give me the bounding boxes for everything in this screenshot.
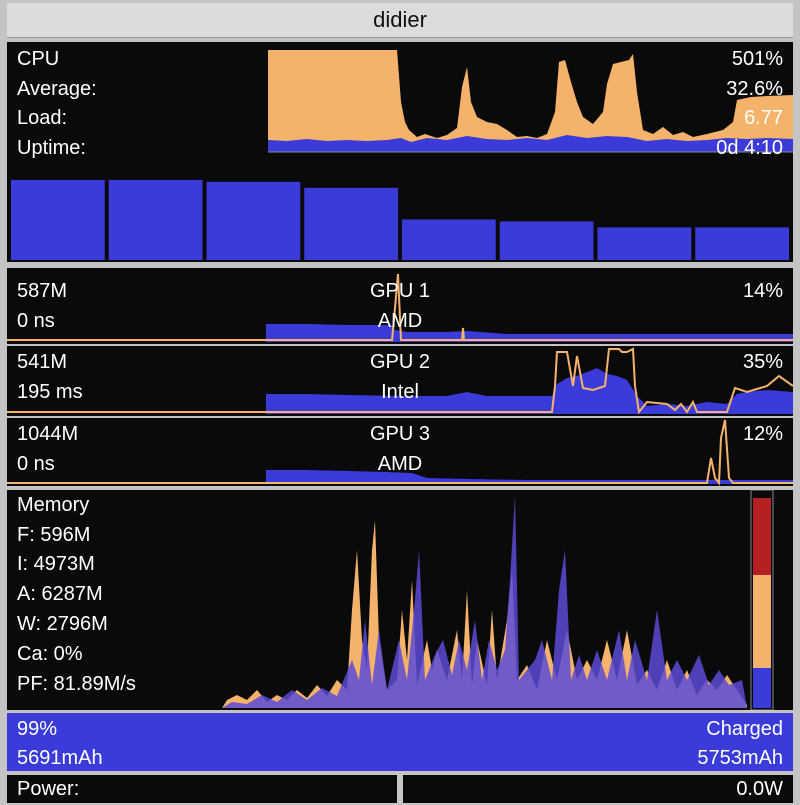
cpu-core-bar-2 [108, 179, 203, 260]
gpu-2-usage-history [266, 368, 793, 414]
cpu-label: CPU [17, 48, 60, 70]
gpu-2-memory: 541M [17, 351, 68, 373]
gpu-1-usage-history [266, 324, 793, 342]
cpu-usage-value: 501% [731, 48, 783, 70]
memory-inactive-bar [753, 668, 771, 708]
gpu-3-vendor: AMD [377, 453, 423, 475]
gpu-3-time: 0 ns [17, 453, 55, 475]
battery-current-capacity: 5691mAh [17, 747, 103, 769]
window-title[interactable]: didier [7, 3, 793, 38]
cpu-core-bar-4 [304, 187, 398, 260]
memory-panel: Memory F: 596M I: 4973M A: 6287M W: 2796… [7, 490, 793, 710]
gpu-1-usage: 14% [742, 280, 783, 302]
memory-active: A: 6287M [17, 583, 103, 605]
battery-panel: 99% 5691mAh Charged 5753mAh [7, 713, 793, 771]
memory-cache: Ca: 0% [17, 643, 83, 665]
cpu-core-bar-1 [11, 179, 105, 260]
power-label-cell: Power: [7, 775, 397, 803]
gpu-3-name: GPU 3 [369, 423, 431, 445]
gpu-2-usage: 35% [742, 351, 783, 373]
gpu-3-panel: 1044M 0 ns GPU 3 AMD 12% [7, 418, 793, 486]
memory-usage-bar-frame [750, 490, 774, 710]
memory-active-bar [753, 575, 771, 668]
cpu-uptime-value: 0d 4:10 [716, 137, 783, 159]
memory-pageout-graph [222, 490, 774, 710]
cpu-average-label: Average: [17, 78, 97, 100]
cpu-load-value: 6.77 [744, 107, 783, 129]
memory-wired: W: 2796M [17, 613, 108, 635]
power-value: 0.0W [736, 778, 783, 800]
memory-pageouts-history [222, 495, 747, 708]
gpu-2-vendor: Intel [381, 381, 419, 403]
gpu-2-time: 195 ms [17, 381, 83, 403]
gpu-3-graph [7, 419, 793, 486]
cpu-core-bar-7 [597, 227, 692, 260]
gpu-3-usage-history [266, 470, 793, 484]
cpu-uptime-label: Uptime: [17, 137, 86, 159]
cpu-panel: CPU Average: Load: Uptime: 501% 32.6% 6.… [7, 42, 793, 262]
gpu-2-name: GPU 2 [369, 351, 431, 373]
gpu-3-usage: 12% [742, 423, 783, 445]
gpu-2-panel: 541M 195 ms GPU 2 Intel 35% [7, 346, 793, 416]
gpu-1-name: GPU 1 [369, 280, 431, 302]
gpu-1-memory: 587M [17, 280, 68, 302]
cpu-core-bar-3 [206, 181, 301, 260]
gpu-2-device-history [7, 347, 793, 415]
cpu-core-bar-6 [499, 221, 594, 260]
cpu-system-history [268, 135, 793, 152]
memory-pageins-history [222, 520, 747, 708]
gpu-1-graph [7, 273, 793, 342]
cpu-core-bar-8 [695, 227, 789, 260]
memory-free: F: 596M [17, 524, 91, 546]
gpu-1-time: 0 ns [17, 310, 55, 332]
memory-page-faults: PF: 81.89M/s [17, 673, 136, 695]
gpu-1-device-history [7, 273, 793, 341]
gpu-3-device-history [7, 419, 793, 486]
battery-percent: 99% [17, 718, 58, 740]
battery-status: Charged [706, 718, 783, 740]
memory-label: Memory [17, 494, 90, 516]
cpu-load-label: Load: [17, 107, 68, 129]
cpu-core-bar-5 [402, 219, 496, 260]
power-value-cell: 0.0W [403, 775, 793, 803]
gpu-1-vendor: AMD [377, 310, 423, 332]
memory-wired-bar [753, 498, 771, 575]
gpu-2-graph [7, 347, 793, 415]
gpu-1-panel: 587M 0 ns GPU 1 AMD 14% [7, 268, 793, 344]
cpu-history-graph [11, 50, 793, 260]
power-label: Power: [17, 778, 80, 800]
cpu-average-value: 32.6% [726, 78, 783, 100]
battery-max-capacity: 5753mAh [697, 747, 783, 769]
gpu-3-memory: 1044M [17, 423, 79, 445]
cpu-user-history [268, 50, 793, 152]
memory-inactive: I: 4973M [17, 553, 95, 575]
cpu-core-bars [11, 179, 789, 260]
